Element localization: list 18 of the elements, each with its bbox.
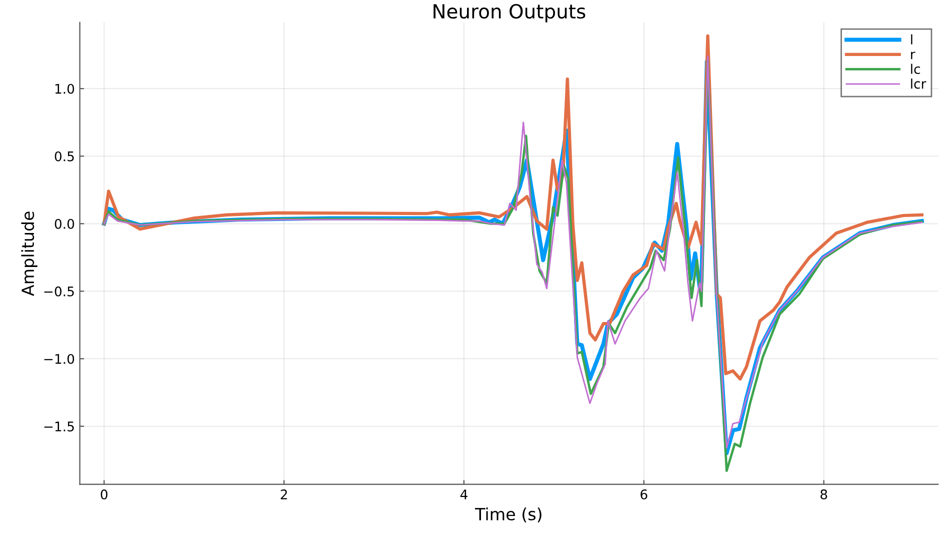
y-tick-label: −1.0 bbox=[44, 354, 74, 364]
x-tick-label: 0 bbox=[100, 489, 108, 500]
x-tick-label: 2 bbox=[280, 489, 287, 500]
legend-label: lc bbox=[911, 64, 920, 74]
y-axis-title: Amplitude bbox=[21, 212, 38, 296]
y-tick-label: 0.5 bbox=[54, 151, 74, 162]
x-axis-title: Time (s) bbox=[475, 508, 542, 522]
x-tick-label: 6 bbox=[640, 489, 648, 500]
legend-label: r bbox=[911, 52, 916, 60]
chart-title: Neuron Outputs bbox=[434, 4, 586, 22]
y-tick-label: 0.0 bbox=[54, 218, 74, 229]
legend-label: lcr bbox=[911, 78, 926, 89]
y-tick-label: −1.5 bbox=[44, 422, 74, 432]
y-tick-label: 1.0 bbox=[55, 84, 74, 94]
legend-label: l bbox=[911, 34, 912, 44]
x-tick-label: 4 bbox=[460, 490, 468, 500]
x-tick-label: 8 bbox=[820, 489, 828, 500]
y-tick-label: −0.5 bbox=[44, 286, 74, 296]
